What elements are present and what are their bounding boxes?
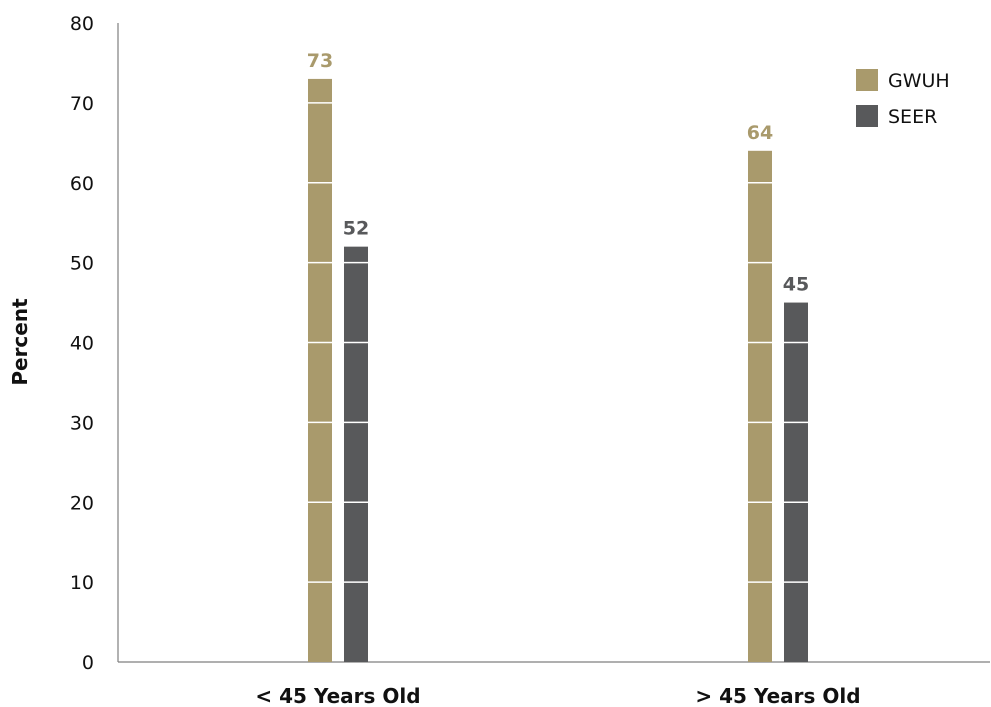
bars-layer: [308, 78, 808, 663]
y-tick-label-20: 20: [70, 492, 94, 514]
legend: GWUH SEER: [856, 69, 950, 128]
x-category-label-2: > 45 Years Old: [695, 684, 860, 707]
data-label-gwuh-1: 73: [307, 50, 333, 72]
legend-swatch-gwuh: [856, 69, 878, 91]
y-tick-label-50: 50: [70, 253, 94, 275]
labels-layer: 73 64 52 45: [307, 50, 809, 296]
axis-layer: 0 10 20 30 40 50 60 70 80 < 45 Years Old > 45 Year…: [70, 13, 990, 707]
legend-swatch-seer: [856, 105, 878, 127]
bar-seer-1: [344, 246, 368, 662]
x-category-label-1: < 45 Years Old: [255, 684, 420, 707]
data-label-gwuh-2: 64: [747, 122, 773, 144]
y-tick-label-30: 30: [70, 412, 94, 434]
y-tick-label-40: 40: [70, 333, 94, 355]
y-axis-title: Percent: [8, 298, 32, 386]
y-tick-label-60: 60: [70, 173, 94, 195]
bar-gwuh-2: [748, 150, 772, 663]
bar-gwuh-1: [308, 78, 332, 663]
y-tick-label-80: 80: [70, 13, 94, 35]
data-label-seer-2: 45: [783, 274, 809, 296]
legend-label-gwuh: GWUH: [888, 70, 950, 92]
legend-label-seer: SEER: [888, 106, 937, 128]
y-tick-label-70: 70: [70, 93, 94, 115]
y-tick-label-10: 10: [70, 572, 94, 594]
bar-seer-2: [784, 302, 808, 662]
data-label-seer-1: 52: [343, 218, 369, 240]
y-tick-label-0: 0: [82, 652, 94, 674]
